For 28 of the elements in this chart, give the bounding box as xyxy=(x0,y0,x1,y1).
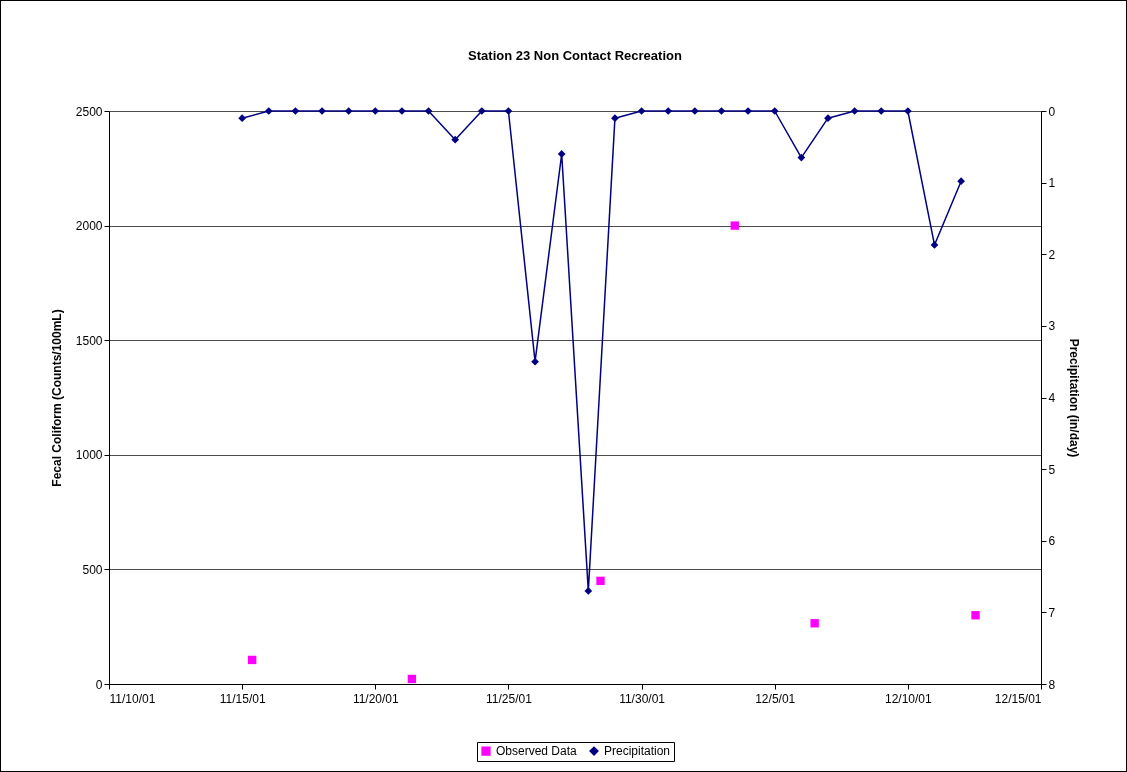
y2-tick-label: 8 xyxy=(1048,677,1056,692)
y2-tick-label: 6 xyxy=(1048,534,1056,549)
y2-tick-label: 0 xyxy=(1048,104,1056,119)
y2-tick-label: 3 xyxy=(1048,319,1056,334)
x-tick-label: 11/20/01 xyxy=(352,691,400,706)
x-tick-label: 11/15/01 xyxy=(219,691,266,706)
chart-title: Station 23 Non Contact Recreation xyxy=(468,48,682,63)
y-tick-label: 500 xyxy=(82,562,103,577)
x-tick-label: 12/15/01 xyxy=(994,691,1042,706)
legend-label: Observed Data xyxy=(496,744,578,759)
y-tick-label: 1000 xyxy=(75,448,103,463)
y2-tick-label: 4 xyxy=(1048,391,1056,405)
legend-label: Precipitation xyxy=(604,744,671,759)
x-tick-label: 12/10/01 xyxy=(885,691,933,706)
y-tick-label: 0 xyxy=(95,677,103,692)
x-tick-label: 12/5/01 xyxy=(755,691,796,706)
y2-axis-title: Precipitation (in/day) xyxy=(1067,338,1082,458)
y2-tick-label: 1 xyxy=(1048,176,1056,191)
y-tick-label: 1500 xyxy=(75,333,103,348)
y-tick-label: 2500 xyxy=(75,104,103,119)
y-tick-label: 2000 xyxy=(75,219,103,234)
y-axis-title: Fecal Coliform (Counts/100mL) xyxy=(49,309,64,487)
x-tick-label: 11/25/01 xyxy=(486,691,533,706)
x-tick-label: 11/10/01 xyxy=(109,691,156,706)
y2-tick-label: 5 xyxy=(1048,462,1056,477)
y2-tick-label: 7 xyxy=(1048,605,1056,620)
y2-tick-label: 2 xyxy=(1048,247,1056,262)
x-tick-label: 11/30/01 xyxy=(619,691,666,706)
